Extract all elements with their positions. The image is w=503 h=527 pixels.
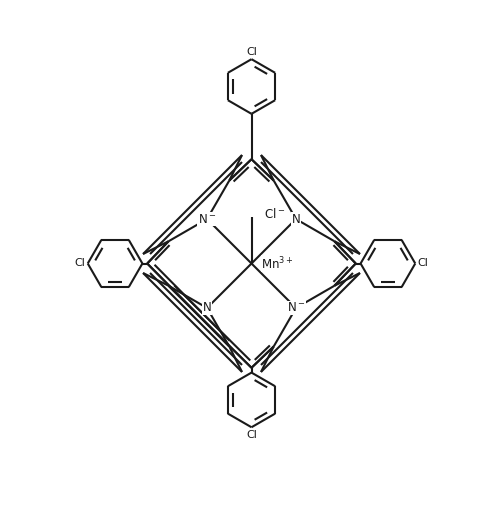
Text: Cl$^-$: Cl$^-$	[264, 207, 285, 220]
Text: Cl: Cl	[74, 259, 86, 268]
Text: Cl: Cl	[246, 430, 257, 440]
Text: Mn$^{3+}$: Mn$^{3+}$	[262, 255, 294, 272]
Text: N$^-$: N$^-$	[287, 301, 305, 315]
Text: Cl: Cl	[417, 259, 429, 268]
Text: N: N	[203, 301, 211, 315]
Text: N: N	[292, 212, 300, 226]
Text: N$^-$: N$^-$	[198, 212, 216, 226]
Text: Cl: Cl	[246, 47, 257, 57]
